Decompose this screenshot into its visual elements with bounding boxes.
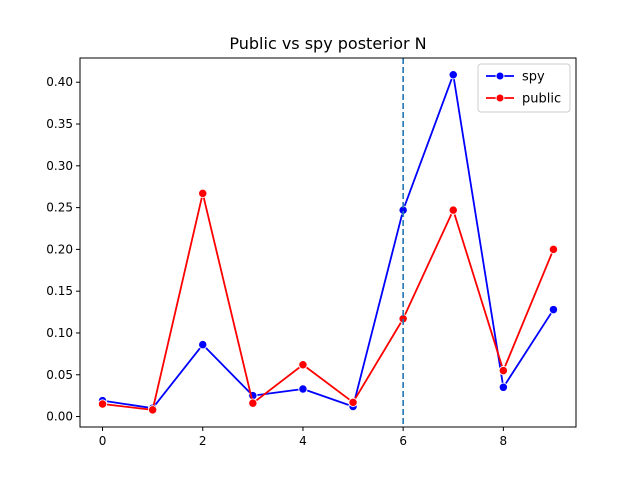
- y-tick-label: 0.20: [46, 242, 73, 256]
- series-line-spy: [102, 73, 555, 410]
- legend-label-spy: spy: [522, 70, 545, 85]
- y-tick-label: 0.10: [46, 326, 73, 340]
- y-tick-label: 0.30: [46, 159, 73, 173]
- x-tick-label: 2: [199, 434, 207, 448]
- y-tick-label: 0.15: [46, 284, 73, 298]
- chart-title: Public vs spy posterior N: [229, 34, 426, 53]
- legend-label-public: public: [522, 92, 561, 107]
- axes: 0 2 4 6 8 0.00 0.05 0.10 0.15 0.20 0.25 0.30 0.35 0.4…: [46, 57, 577, 448]
- y-tick-label: 0.40: [46, 75, 73, 89]
- data-point-spy: [198, 340, 208, 350]
- data-point-public: [448, 205, 458, 215]
- legend-marker-public: [495, 93, 505, 103]
- y-tick-label: 0.00: [46, 410, 73, 424]
- data-point-spy: [498, 382, 509, 392]
- plot-area: [97, 58, 559, 427]
- x-tick-label: 6: [399, 434, 407, 448]
- data-point-public: [548, 244, 559, 255]
- data-point-public: [198, 188, 208, 199]
- data-point-public: [498, 365, 509, 376]
- data-point-spy: [448, 70, 458, 80]
- legend: spy public: [477, 63, 571, 113]
- plot-frame: [79, 57, 577, 428]
- y-tick-label: 0.05: [46, 368, 73, 382]
- data-point-spy: [298, 384, 308, 394]
- y-tick-label: 0.35: [46, 117, 73, 131]
- legend-marker-spy: [495, 71, 505, 81]
- x-tick-label: 8: [500, 434, 508, 448]
- data-point-spy: [548, 304, 559, 315]
- x-tick-label: 4: [299, 434, 307, 448]
- data-point-public: [147, 405, 158, 415]
- x-tick-label: 0: [99, 434, 107, 448]
- data-point-public: [248, 398, 258, 408]
- data-point-public: [97, 399, 108, 409]
- data-point-public: [298, 360, 308, 370]
- data-point-public: [348, 397, 358, 407]
- series-line-public: [102, 192, 555, 411]
- y-tick-label: 0.25: [46, 201, 73, 215]
